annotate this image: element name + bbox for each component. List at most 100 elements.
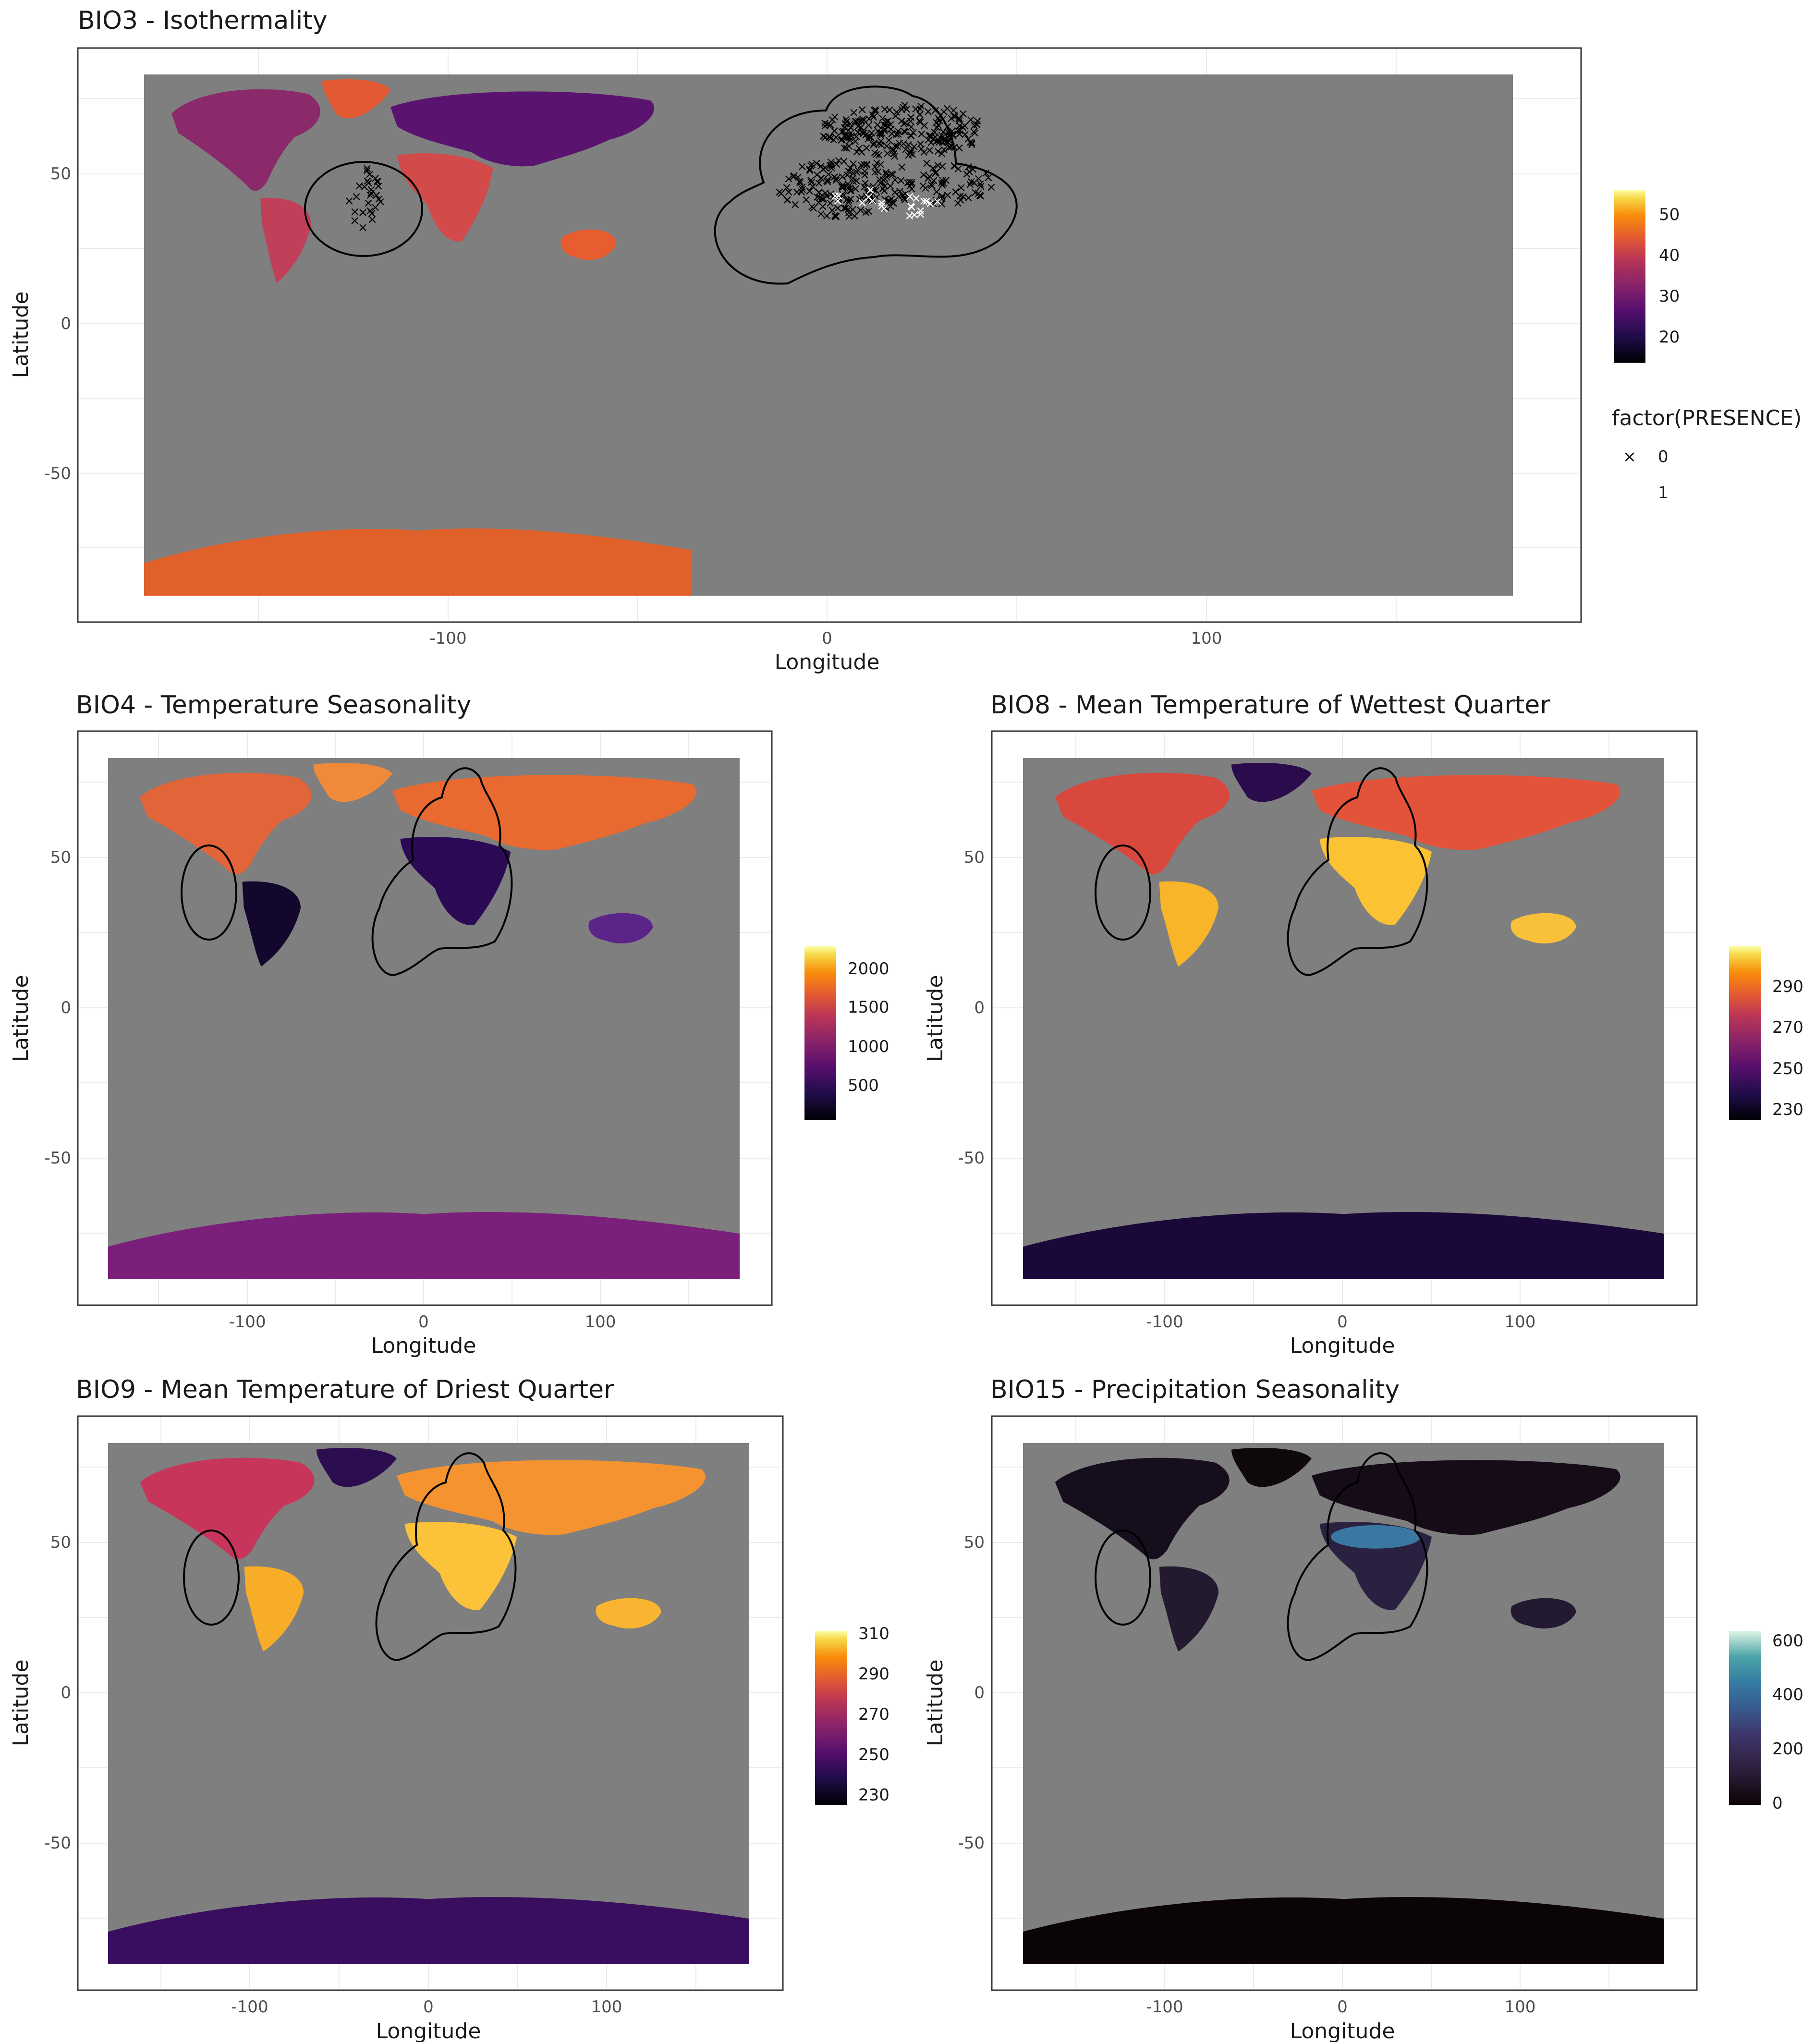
y-tick-label: 0 [61,998,71,1017]
landmass-australia [596,1598,661,1629]
presence-point: × [923,171,933,186]
presence-point: × [944,128,954,143]
legend-tick: 600 [1772,1631,1803,1651]
shape-legend-label: 0 [1658,447,1669,466]
legend-tick: 20 [1659,328,1680,347]
presence-point: × [876,137,887,152]
presence-point: × [954,111,965,126]
legend-tick: 270 [858,1705,889,1724]
presence-point: × [884,103,895,117]
presence-point: × [843,177,853,191]
colorbar [1729,946,1761,1120]
landmass-greenland [322,79,390,119]
presence-point: × [831,209,841,223]
colorbar-legend: 310 290 270 250 230 [815,1624,889,1805]
y-axis-title: Latitude [9,291,33,378]
presence-point: × [915,102,926,116]
presence-point: × [880,172,890,186]
landmass-africa [1319,837,1432,925]
presence-point: × [831,130,841,145]
presence-point: × [899,191,910,206]
presence-point: × [351,189,362,204]
presence-point: × [794,174,805,189]
range-outlines [183,1452,517,1662]
x-tick-label: -100 [429,629,466,648]
presence-point: × [838,124,849,138]
landmass-south-america [244,1566,304,1652]
presence-point: × [932,195,943,209]
presence-point: × [931,165,941,180]
landmass-north-america [139,772,312,875]
presence-point: × [944,140,954,155]
presence-point: × [930,166,941,181]
y-tick-label: 0 [974,1683,985,1702]
presence-point: × [920,181,931,196]
presence-point: × [816,171,826,185]
presence-point: × [965,135,975,149]
outline-west-north-america [1095,845,1151,941]
presence-point: × [837,125,847,139]
presence-point: × [904,209,915,223]
presence-point: × [801,193,812,207]
presence-point: × [879,184,889,198]
presence-point: × [969,125,979,139]
presence-point: × [796,185,807,199]
legend-tick: 2000 [848,959,889,979]
panel-bio15: BIO15 - Precipitation Seasonality [923,1375,1803,2044]
y-tick-label: 50 [50,1533,71,1552]
presence-point: × [914,114,925,128]
presence-point: × [954,141,964,155]
presence-point: × [916,127,927,141]
landmass-africa [404,1522,517,1610]
presence-point: × [366,186,377,200]
y-axis: 50 0 -50 Latitude [923,1533,985,1853]
presence-point: × [933,159,943,173]
presence-point: × [841,141,852,156]
presence-point: × [964,165,975,179]
presence-point: × [893,124,903,138]
presence-point: × [849,209,860,223]
presence-point: × [879,122,890,136]
presence-point: × [886,122,896,136]
panel-title: BIO3 - Isothermality [78,6,327,35]
legend-tick: 1500 [848,998,889,1017]
presence-point: × [937,159,948,173]
presence-point: × [975,189,986,203]
presence-point: × [876,158,886,172]
x-axis: -100 0 100 Longitude [429,629,1222,674]
presence-point: × [942,119,953,134]
y-tick-label: 0 [61,1683,71,1702]
landmass-greenland [313,762,392,802]
presence-point: × [960,119,970,133]
presence-point: × [897,102,907,117]
presence-point: × [843,202,853,217]
x-tick-label: -100 [231,1997,268,2017]
land-raster [1023,1447,1664,1964]
presence-point: × [818,192,829,207]
presence-point: × [862,158,872,172]
presence-point: × [891,127,901,142]
presence-point: × [881,200,891,215]
landmass-north-america [1055,772,1230,875]
presence-point: × [862,185,872,200]
outline-europe-mediterranean [371,767,513,977]
presence-point: × [953,196,963,210]
presence-point: × [370,171,381,186]
landmass-antarctica [1023,1212,1664,1279]
presence-point: × [954,127,965,141]
presence-point: × [873,165,884,179]
presence-point: × [812,190,823,205]
presence-point: × [965,112,976,127]
legend-tick: 40 [1659,246,1680,265]
presence-point: × [866,126,877,140]
presence-point: × [944,133,954,147]
y-tick-label: 0 [974,998,985,1017]
landmass-eurasia [1311,1460,1620,1535]
presence-point: × [904,189,915,204]
x-axis-title: Longitude [371,1334,476,1358]
presence-point: × [844,131,855,145]
presence-point: × [863,190,874,205]
presence-point: × [954,111,964,126]
presence-point: × [877,174,887,189]
legend-tick: 230 [858,1786,889,1805]
